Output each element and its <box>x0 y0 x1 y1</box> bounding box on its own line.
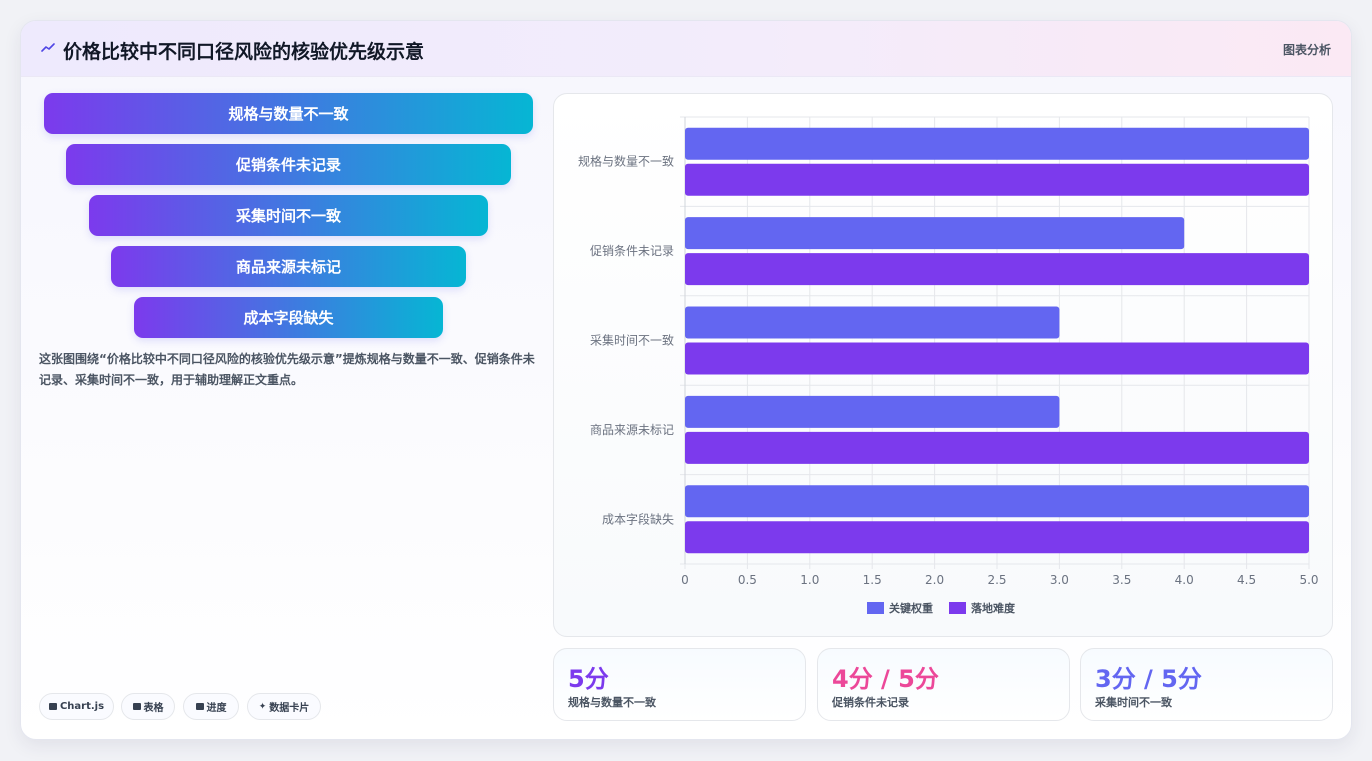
progress-icon <box>195 703 204 710</box>
stat-value: 5分 <box>568 665 609 693</box>
x-tick-label: 0 <box>681 573 689 587</box>
stat-label: 促销条件未记录 <box>832 696 909 709</box>
stat-label: 采集时间不一致 <box>1095 696 1172 709</box>
x-tick-label: 2.0 <box>925 573 944 587</box>
stat-card: 4分 / 5分 促销条件未记录 <box>817 648 1070 721</box>
stat-card: 5分 规格与数量不一致 <box>553 648 806 721</box>
bar-key-weight <box>685 217 1185 250</box>
x-tick-label: 3.0 <box>1050 573 1069 587</box>
funnel-step: 规格与数量不一致 <box>44 93 533 134</box>
funnel-step: 成本字段缺失 <box>134 297 443 338</box>
y-tick-label: 采集时间不一致 <box>590 333 674 348</box>
main-card: 价格比较中不同口径风险的核验优先级示意 图表分析 规格与数量不一致 促销条件未记… <box>20 20 1352 740</box>
chart-icon <box>48 703 57 710</box>
table-icon <box>132 703 141 710</box>
x-tick-label: 5.0 <box>1299 573 1318 587</box>
funnel-step: 采集时间不一致 <box>89 195 488 236</box>
funnel-step: 促销条件未记录 <box>66 144 511 185</box>
x-tick-label: 4.0 <box>1175 573 1194 587</box>
pill-progress[interactable]: 进度 <box>183 693 239 720</box>
x-tick-label: 4.5 <box>1237 573 1256 587</box>
stat-value: 3分 / 5分 <box>1095 665 1202 693</box>
x-tick-label: 3.5 <box>1112 573 1131 587</box>
y-tick-label: 规格与数量不一致 <box>578 154 674 169</box>
y-tick-label: 促销条件未记录 <box>590 244 674 258</box>
pill-data-card[interactable]: ✦ 数据卡片 <box>247 693 321 720</box>
stat-value: 4分 / 5分 <box>832 665 939 693</box>
bar-chart: 0 0.5 1.0 1.5 2.0 2.5 3.0 3.5 4.0 4.5 5.0 规格与数量不一致促… <box>553 93 1333 637</box>
x-tick-label: 1.5 <box>863 573 882 587</box>
pill-table[interactable]: 表格 <box>121 693 175 720</box>
legend-swatch <box>949 602 966 614</box>
pill-chartjs[interactable]: Chart.js <box>39 693 114 720</box>
bar-key-weight <box>685 485 1309 518</box>
bar-difficulty <box>685 431 1309 464</box>
legend-swatch <box>867 602 884 614</box>
y-tick-label: 成本字段缺失 <box>602 511 674 526</box>
y-tick-label: 商品来源未标记 <box>590 422 674 437</box>
bar-difficulty <box>685 163 1309 196</box>
stat-card: 3分 / 5分 采集时间不一致 <box>1080 648 1333 721</box>
x-tick-label: 2.5 <box>987 573 1006 587</box>
x-tick-label: 1.0 <box>800 573 819 587</box>
description: 这张图围绕“价格比较中不同口径风险的核验优先级示意”提炼规格与数量不一致、促销条… <box>39 352 535 387</box>
bar-key-weight <box>685 395 1060 428</box>
chart-analysis-tag: 图表分析 <box>1282 43 1331 57</box>
bar-difficulty <box>685 342 1309 375</box>
stat-label: 规格与数量不一致 <box>568 696 656 709</box>
bar-key-weight <box>685 306 1060 339</box>
page-title: 价格比较中不同口径风险的核验优先级示意 <box>63 41 425 63</box>
x-tick-label: 0.5 <box>738 573 757 587</box>
bar-chart-svg: 0 0.5 1.0 1.5 2.0 2.5 3.0 3.5 4.0 4.5 5.0 规格与数量不一致促… <box>578 116 1319 615</box>
funnel-step: 商品来源未标记 <box>111 246 466 287</box>
header: 价格比较中不同口径风险的核验优先级示意 图表分析 <box>21 21 1351 77</box>
bar-difficulty <box>685 521 1309 554</box>
bar-difficulty <box>685 253 1309 286</box>
sparkle-icon: ✦ <box>258 701 267 712</box>
bar-key-weight <box>685 127 1309 160</box>
chart-trend-icon <box>41 43 55 52</box>
legend-label: 关键权重 <box>889 601 933 615</box>
legend-label: 落地难度 <box>971 601 1016 615</box>
